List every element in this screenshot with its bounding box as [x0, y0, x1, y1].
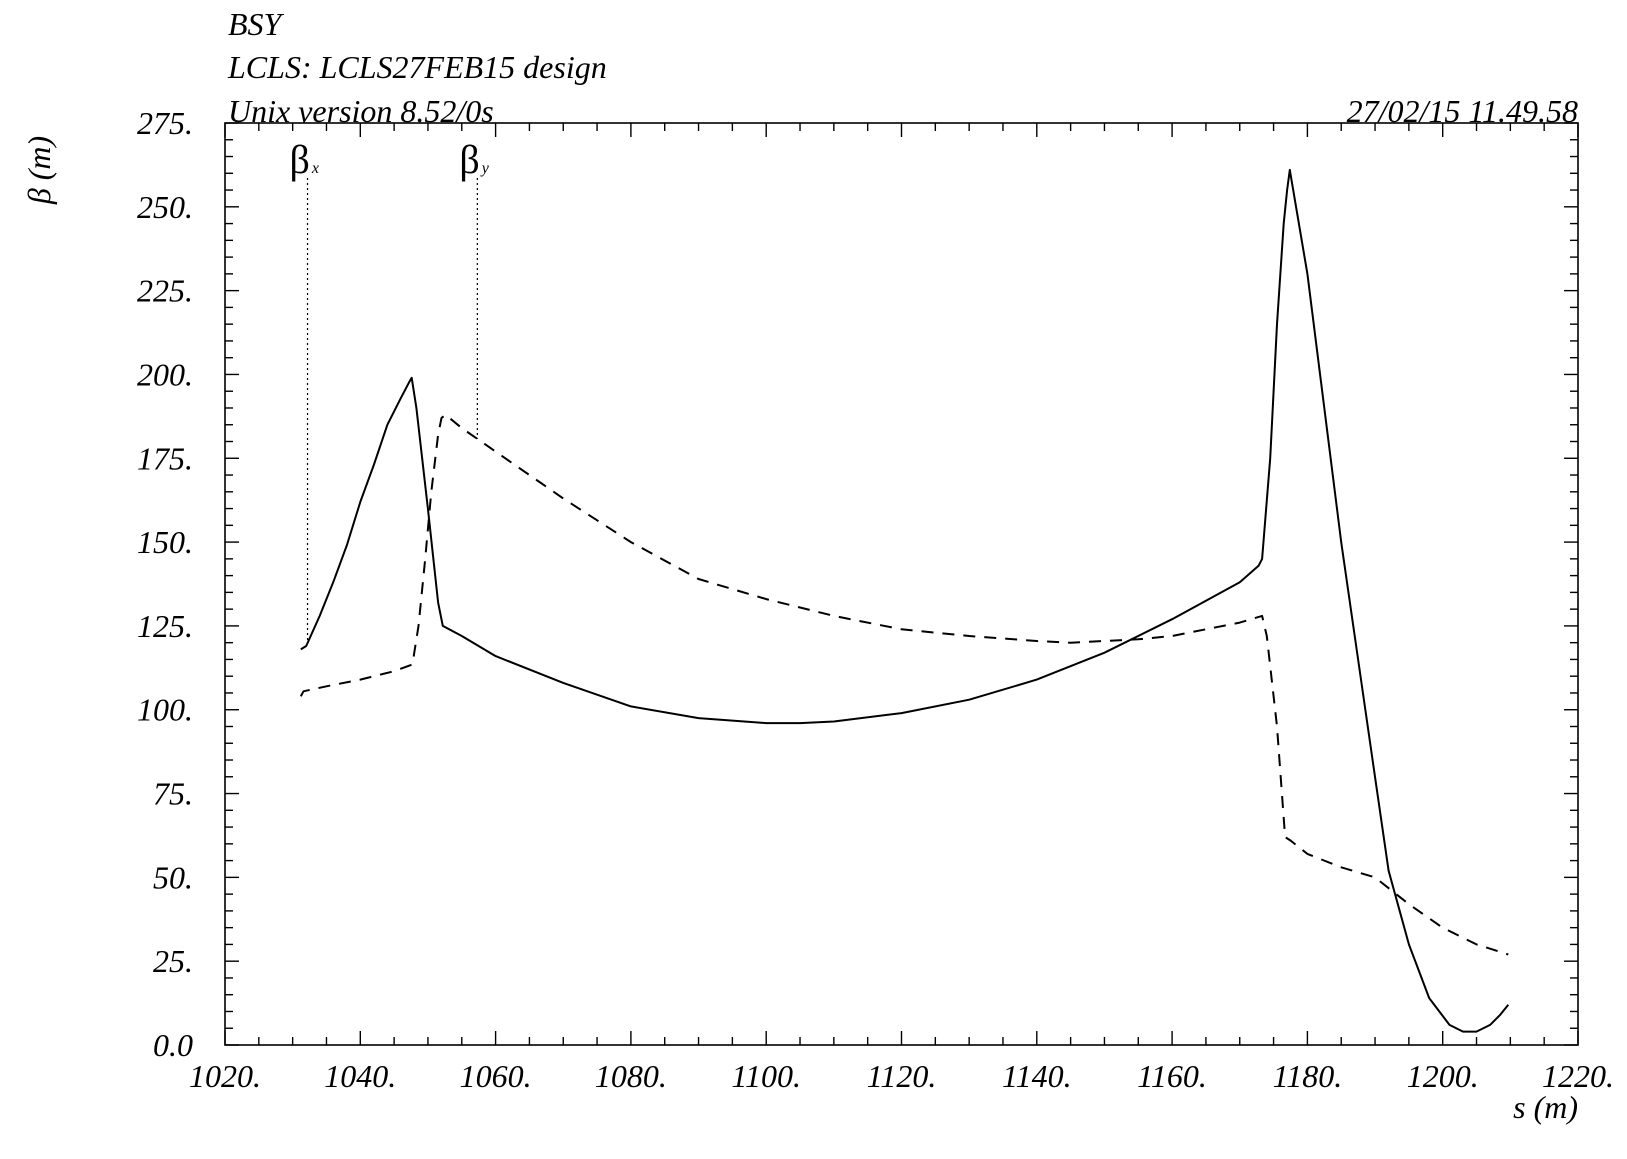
- x-tick-label: 1080.: [595, 1058, 667, 1094]
- x-tick-label: 1020.: [189, 1058, 261, 1094]
- y-tick-label: 175.: [137, 440, 193, 476]
- series-line-y: [299, 413, 1509, 956]
- plot-frame: [224, 122, 1579, 1046]
- y-tick-label: 100.: [137, 692, 193, 728]
- x-tick-label: 1200.: [1407, 1058, 1479, 1094]
- y-tick-label: 250.: [137, 189, 193, 225]
- x-tick-label: 1060.: [460, 1058, 532, 1094]
- y-tick-label: 0.0: [153, 1027, 193, 1063]
- x-tick-label: 1100.: [731, 1058, 801, 1094]
- header-title: BSY: [228, 6, 285, 42]
- y-tick-label: 25.: [153, 943, 193, 979]
- x-tick-label: 1120.: [867, 1058, 937, 1094]
- x-tick-label: 1220.: [1542, 1058, 1614, 1094]
- series-line-x: [300, 168, 1510, 1033]
- y-tick-label: 150.: [137, 524, 193, 560]
- y-tick-label: 125.: [137, 608, 193, 644]
- y-axis-label: β (m): [21, 136, 57, 205]
- x-tick-label: 1140.: [1002, 1058, 1072, 1094]
- y-tick-label: 225.: [137, 273, 193, 309]
- header-lattice: LCLS: LCLS27FEB15 design: [227, 49, 607, 85]
- plot-area: 1020. 1040. 1060. 1080. 1100. 1120. 1140. 1160.…: [137, 105, 1614, 1094]
- x-axis-label: s (m): [1513, 1089, 1578, 1125]
- x-tick-label: 1180.: [1273, 1058, 1343, 1094]
- y-tick-label: 75.: [153, 776, 193, 812]
- x-tick-label: 1040.: [324, 1058, 396, 1094]
- y-tick-label: 275.: [137, 105, 193, 141]
- y-tick-label: 50.: [153, 859, 193, 895]
- y-tick-label: 200.: [137, 356, 193, 392]
- x-tick-label: 1160.: [1137, 1058, 1207, 1094]
